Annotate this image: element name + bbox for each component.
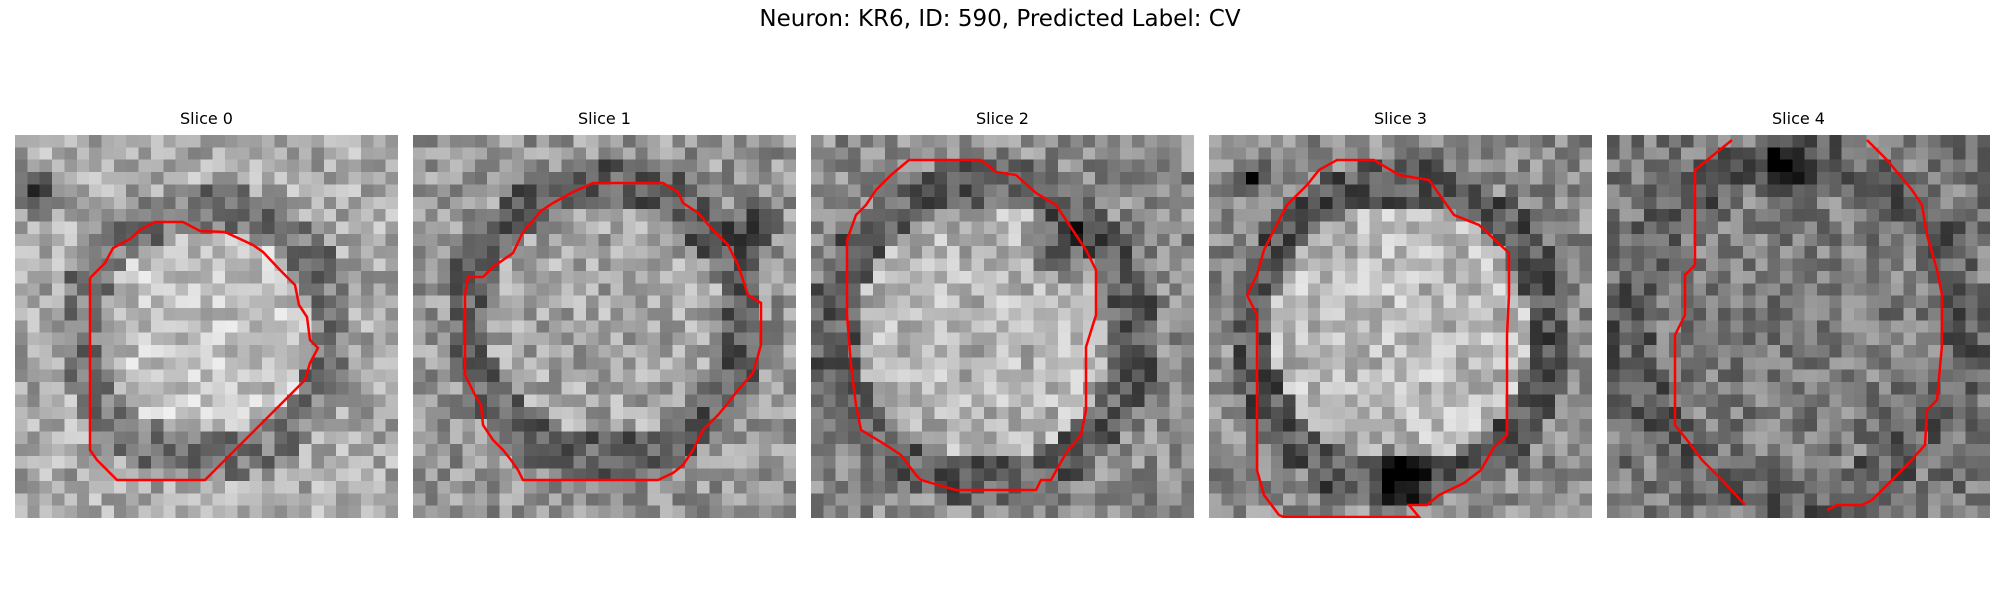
slice-panel-2: Slice 2 (811, 108, 1194, 518)
slice-image-1 (413, 135, 796, 518)
figure-title: Neuron: KR6, ID: 590, Predicted Label: C… (759, 6, 1241, 32)
contour-outline-0 (88, 220, 320, 482)
slice-image-4 (1607, 135, 1990, 518)
contour-outline-2 (845, 158, 1098, 492)
slice-title-0: Slice 0 (180, 109, 233, 128)
slice-title-3: Slice 3 (1374, 109, 1427, 128)
slice-image-3 (1209, 135, 1592, 518)
slice-title-1: Slice 1 (578, 109, 631, 128)
contour-outline-1 (463, 181, 763, 482)
slice-image-2 (811, 135, 1194, 518)
slice-panel-3: Slice 3 (1209, 108, 1592, 518)
slice-title-2: Slice 2 (976, 109, 1029, 128)
slice-panel-1: Slice 1 (413, 108, 796, 518)
contour-outline-3 (1245, 158, 1511, 518)
slice-title-4: Slice 4 (1772, 109, 1825, 128)
slice-image-0 (15, 135, 398, 518)
slice-panel-0: Slice 0 (15, 108, 398, 518)
slice-panel-4: Slice 4 (1607, 108, 1990, 518)
contour-outline-4 (1673, 139, 1944, 512)
